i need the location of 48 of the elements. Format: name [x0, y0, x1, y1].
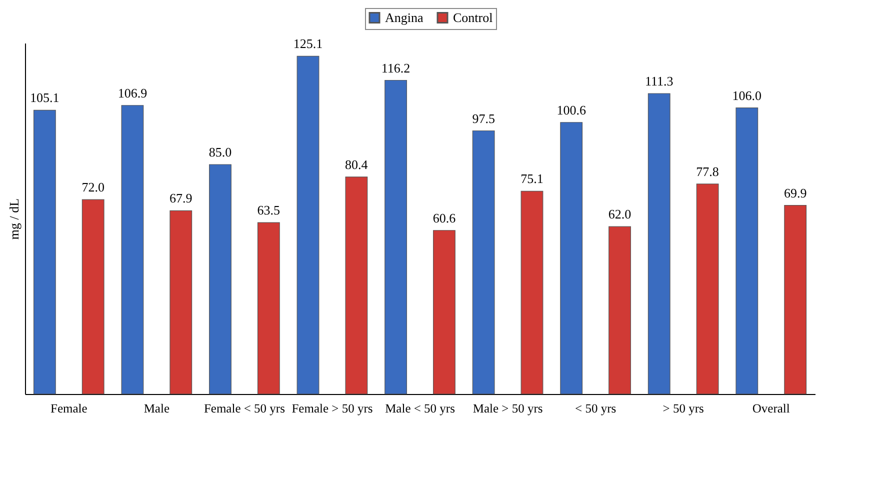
x-tick-label: Female < 50 yrs: [204, 402, 286, 416]
data-label: 106.9: [118, 85, 148, 100]
data-label: 106.0: [732, 88, 762, 103]
data-label: 111.3: [644, 73, 674, 88]
x-tick-label: Male < 50 yrs: [385, 402, 456, 416]
data-label: 105.1: [30, 90, 60, 106]
data-label: 77.8: [696, 164, 719, 179]
x-tick-label: Female > 50 yrs: [292, 402, 373, 416]
bar: [345, 176, 368, 394]
data-label: 75.1: [520, 171, 544, 186]
bar: [170, 210, 192, 394]
x-tick-label: > 50 yrs: [662, 402, 704, 416]
bar: [648, 93, 670, 394]
data-label: 62.0: [608, 206, 632, 222]
data-label: 100.6: [556, 102, 586, 118]
bar: [696, 184, 719, 394]
x-tick-label: Overall: [752, 402, 790, 416]
bar: [257, 222, 280, 394]
bar: [784, 204, 807, 394]
data-label: 69.9: [784, 185, 807, 200]
x-tick-label: Male: [144, 402, 170, 416]
x-tick-label: < 50 yrs: [575, 402, 616, 416]
bar: [433, 230, 456, 394]
data-label: 85.0: [208, 144, 232, 160]
bar: [384, 80, 407, 394]
legend-label: Control: [453, 10, 494, 25]
bar: [608, 226, 631, 394]
bar: [560, 122, 583, 394]
bar: [472, 130, 495, 394]
data-label: 72.0: [82, 180, 104, 195]
bar: [296, 56, 320, 394]
bar: [209, 164, 232, 394]
data-label: 125.1: [293, 36, 323, 52]
x-tick-label: Female: [50, 402, 88, 416]
bar: [520, 190, 544, 394]
legend-label: Angina: [385, 10, 424, 25]
data-label: 63.5: [257, 202, 280, 218]
data-label: 67.9: [170, 190, 192, 206]
bar: [121, 105, 144, 394]
bar: [736, 108, 758, 394]
data-label: 97.5: [472, 110, 495, 126]
data-label: 116.2: [381, 60, 410, 76]
data-label: 80.4: [345, 156, 368, 172]
x-tick-label: Male > 50 yrs: [472, 402, 543, 416]
bar: [33, 110, 56, 394]
data-label: 60.6: [432, 210, 456, 226]
y-axis-title: mg / dL: [6, 198, 22, 240]
bar: [82, 199, 104, 394]
